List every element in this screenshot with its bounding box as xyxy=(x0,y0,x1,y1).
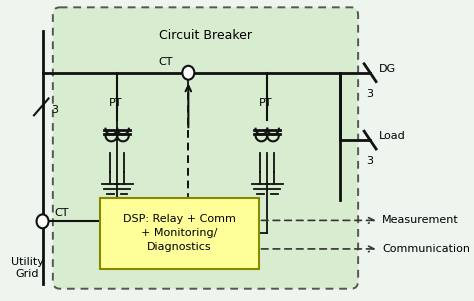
FancyBboxPatch shape xyxy=(53,7,358,289)
Text: PT: PT xyxy=(109,98,122,108)
Text: Circuit Breaker: Circuit Breaker xyxy=(159,29,252,42)
FancyBboxPatch shape xyxy=(100,197,259,269)
Text: Communication: Communication xyxy=(382,244,470,254)
Circle shape xyxy=(36,214,48,228)
Text: 3: 3 xyxy=(366,88,374,98)
Text: 3: 3 xyxy=(366,156,374,166)
Text: Measurement: Measurement xyxy=(382,216,459,225)
Text: DG: DG xyxy=(379,64,396,74)
Text: Load: Load xyxy=(379,131,405,141)
Text: CT: CT xyxy=(159,57,173,67)
Text: 3: 3 xyxy=(51,105,58,115)
Text: DSP: Relay + Comm
+ Monitoring/
Diagnostics: DSP: Relay + Comm + Monitoring/ Diagnost… xyxy=(123,214,236,252)
Circle shape xyxy=(182,66,194,80)
Text: PT: PT xyxy=(259,98,272,108)
Text: Utility
Grid: Utility Grid xyxy=(11,257,44,279)
Text: CT: CT xyxy=(55,208,69,219)
